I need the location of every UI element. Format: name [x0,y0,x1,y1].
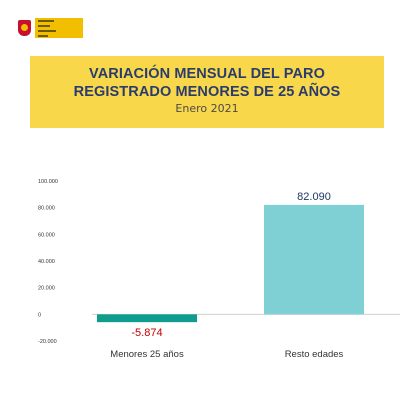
category-label: Menores 25 años [110,349,184,360]
bar [264,204,364,315]
chart-title-line-2: REGISTRADO MENORES DE 25 AÑOS [73,84,341,100]
government-logo [18,18,86,38]
y-tick-label: 20.000 [38,286,55,292]
y-tick-label: -20.000 [38,339,57,345]
bars-group [97,204,364,323]
y-tick-label: 80.000 [38,206,55,212]
y-tick-label: 100.000 [38,179,58,185]
category-label: Resto edades [285,349,344,360]
y-tick-label: 60.000 [38,232,55,238]
data-label: -5.874 [131,327,162,339]
data-labels-group: -5.874 82.090 [131,191,330,339]
coat-of-arms-icon [18,20,31,36]
y-tick-label: 40.000 [38,259,55,265]
chart-title-line-1: VARIACIÓN MENSUAL DEL PARO [89,66,325,82]
data-label: 82.090 [297,191,331,203]
ministry-logo-band [35,18,83,38]
bar [97,314,197,323]
category-labels-group: Menores 25 años Resto edades [110,349,343,360]
y-axis-ticks: 100.000 80.000 60.000 40.000 20.000 0 -20.000 [38,179,58,345]
title-banner: VARIACIÓN MENSUAL DEL PARO REGISTRADO ME… [30,56,384,128]
chart-subtitle: Enero 2021 [175,102,239,115]
y-tick-label: 0 [38,312,41,318]
